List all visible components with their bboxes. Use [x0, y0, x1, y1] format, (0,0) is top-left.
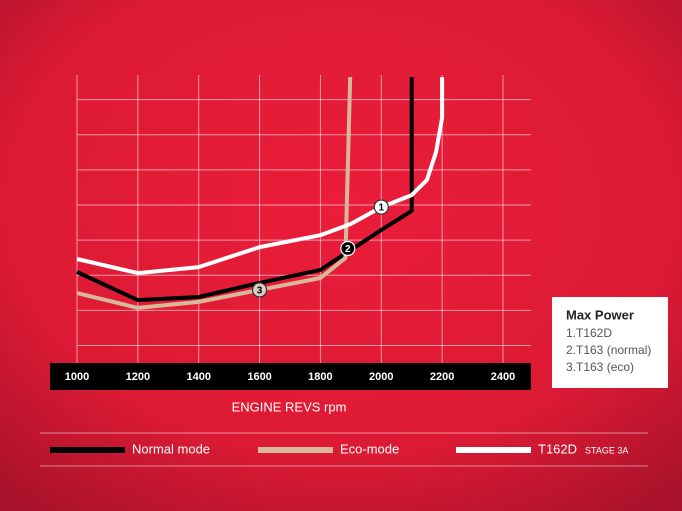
- series-line: [76, 77, 414, 303]
- x-axis-bar: [50, 363, 531, 390]
- legend-label: T162D: [538, 441, 577, 456]
- x-tick-label: 2000: [369, 371, 393, 383]
- info-title: Max Power: [566, 307, 634, 322]
- legend-label: Normal mode: [132, 441, 210, 456]
- x-tick-label: 1200: [126, 371, 150, 383]
- legend-note: STAGE 3A: [585, 445, 628, 455]
- series-line: [76, 77, 445, 276]
- x-tick-label: 1400: [186, 371, 210, 383]
- x-tick-label: 1600: [247, 371, 271, 383]
- legend-label: Eco-mode: [340, 441, 399, 456]
- info-box: [552, 297, 668, 388]
- annotation-marker: [373, 199, 389, 215]
- x-tick-label: 1800: [308, 371, 332, 383]
- x-tick-label: 2200: [430, 371, 454, 383]
- annotation-label: 3: [257, 286, 263, 297]
- info-item: 3.T163 (eco): [566, 360, 634, 374]
- annotation-label: 1: [379, 203, 385, 214]
- x-tick-label: 2400: [491, 371, 515, 383]
- annotation-marker: [340, 240, 356, 257]
- x-axis-label: ENGINE REVS rpm: [232, 399, 347, 414]
- info-item: 2.T163 (normal): [566, 343, 651, 357]
- x-tick-label: 1000: [65, 371, 89, 383]
- info-item: 1.T162D: [566, 326, 612, 340]
- annotation-label: 2: [345, 244, 351, 255]
- annotation-marker: [251, 282, 268, 298]
